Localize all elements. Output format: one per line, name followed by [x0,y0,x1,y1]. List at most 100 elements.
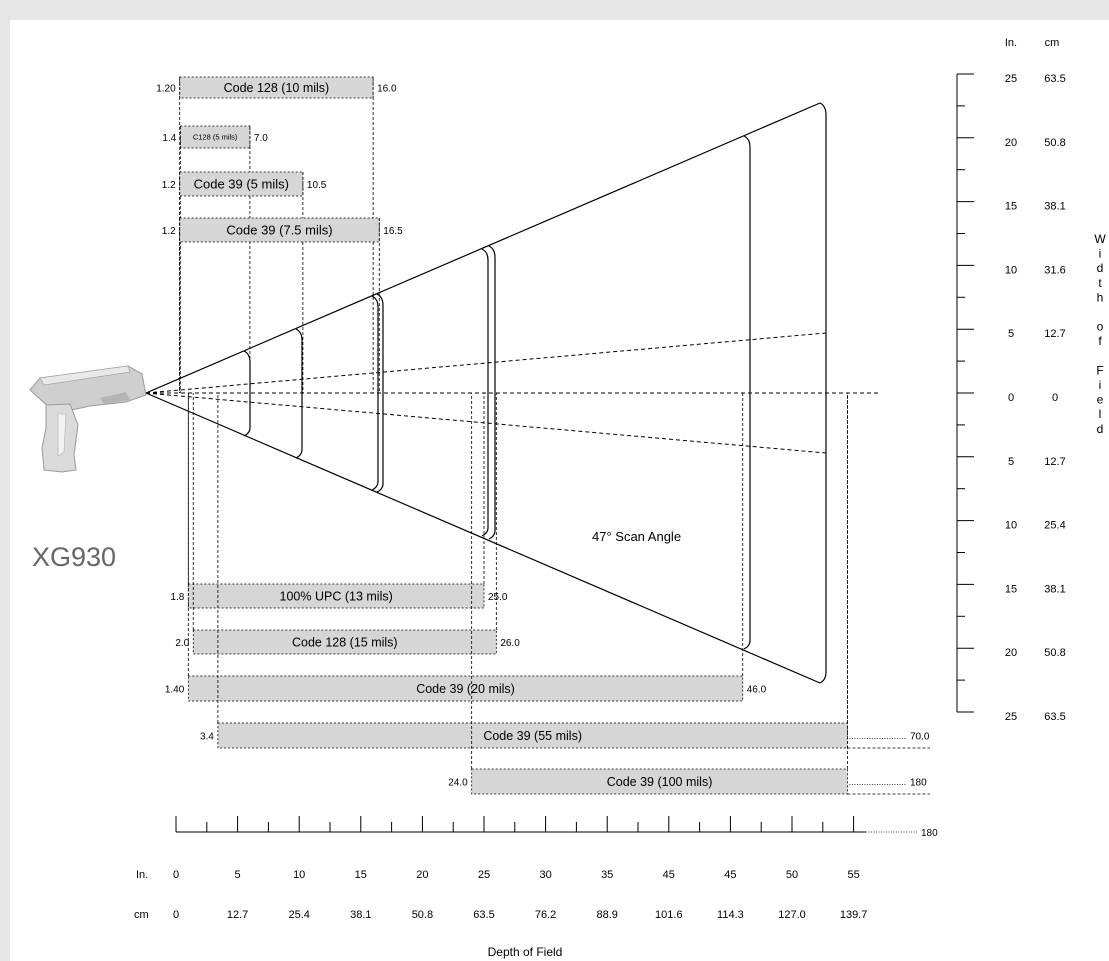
far-value: 16.0 [377,84,397,95]
scan-angle-label: 47° Scan Angle [592,529,681,544]
near-value: 24.0 [448,778,468,789]
depth-cm-tick-label: 101.6 [655,909,683,921]
width-cm-tick-label: 12.7 [1044,456,1065,468]
width-cm-tick-label: 38.1 [1044,583,1065,595]
range-arc-5 [481,248,489,537]
device-label: XG930 [32,542,116,572]
barcode-range-3: Code 39 (5 mils) 1.2 10.5 [162,171,327,393]
width-in-header: In. [1005,37,1017,49]
range-bar-outline [471,768,848,795]
range-arc-6 [488,245,496,540]
range-bar [179,172,303,196]
range-label: Code 128 (15 mils) [292,636,398,650]
far-value: 180 [910,778,927,789]
near-value: 1.4 [162,133,176,144]
width-in-tick-label: 15 [1005,201,1017,213]
white-panel [10,20,1109,961]
range-label: Code 128 (10 mils) [224,81,330,95]
width-cm-tick-label: 50.8 [1044,647,1065,659]
width-cm-tick-label: 31.6 [1044,264,1065,276]
width-cm-tick-label: 12.7 [1044,328,1065,340]
width-in-tick-label: 10 [1005,520,1017,532]
depth-in-tick-label: 30 [539,869,551,881]
depth-in-tick-label: 10 [293,869,305,881]
range-label: Code 39 (7.5 mils) [226,223,332,238]
range-label: Code 39 (20 mils) [416,682,515,696]
range-bar-outline [217,722,848,749]
depth-in-tick-label: 45 [724,869,736,881]
barcode-range-6: Code 128 (15 mils) 2.0 26.0 [175,393,520,655]
width-in-tick-label: 5 [1008,456,1014,468]
depth-in-tick-label: 15 [355,869,367,881]
barcode-range-7: Code 39 (20 mils) 1.40 46.0 [165,393,767,702]
near-value: 1.40 [165,685,185,696]
range-bar [180,126,250,148]
far-value: 10.5 [307,180,327,191]
range-arc-1 [243,350,251,437]
barcode-range-2: C128 (5 mils) 1.4 7.0 [162,125,268,393]
depth-in-tick-label: 5 [235,869,241,881]
width-of-field-axis: In. cm 25 20 15 10 5 0 5 10 15 20 25 63.5 50.8 38.1 31.6… [956,37,1106,723]
range-bar [188,676,743,701]
depth-in-tick-label: 50 [786,869,798,881]
range-label: C128 (5 mils) [193,133,238,142]
depth-cm-tick-label: 88.9 [596,909,617,921]
depth-cm-tick-label: 63.5 [473,909,494,921]
depth-cm-tick-label: 38.1 [350,909,371,921]
range-bar-outline [179,171,304,197]
far-value: 16.5 [383,226,403,237]
far-value: 46.0 [747,685,767,696]
barcode-ranges: Code 128 (10 mils) 1.20 16.0 C128 (5 mils) 1… [156,76,930,795]
depth-in-tick-label: 55 [847,869,859,881]
width-in-tick-label: 25 [1005,73,1017,85]
width-cm-tick-label: 0 [1052,392,1058,404]
depth-extension-label: 180 [921,828,938,839]
depth-cm-tick-label: 0 [173,909,179,921]
width-cm-header: cm [1045,37,1060,49]
far-value: 70.0 [910,732,930,743]
near-value: 1.20 [156,84,176,95]
barcode-range-5: 100% UPC (13 mils) 1.8 25.0 [170,393,508,609]
range-arc-7 [743,135,751,650]
depth-cm-tick-label: 114.3 [717,909,744,921]
depth-cm-tick-label: 127.0 [778,909,806,921]
depth-in-tick-label: 25 [478,869,490,881]
width-cm-tick-label: 38.1 [1044,201,1065,213]
width-in-tick-label: 15 [1005,583,1017,595]
range-bar [471,769,848,794]
range-bar [179,218,380,242]
depth-in-tick-label: 0 [173,869,179,881]
far-value: 26.0 [500,638,520,649]
range-bar [179,77,374,98]
near-value: 1.2 [162,180,176,191]
far-value: 25.0 [488,592,508,603]
width-in-tick-label: 5 [1008,328,1014,340]
range-bar [188,584,484,608]
width-in-tick-label: 20 [1005,137,1017,149]
depth-cm-unit: cm [134,909,149,921]
near-value: 1.8 [170,592,184,603]
range-label: 100% UPC (13 mils) [280,590,393,604]
width-cm-tick-label: 25.4 [1044,520,1065,532]
depth-in-tick-label: 35 [601,869,613,881]
width-cm-tick-label: 63.5 [1044,711,1065,723]
barcode-range-4: Code 39 (7.5 mils) 1.2 16.5 [162,217,403,393]
depth-in-tick-label: 20 [416,869,428,881]
far-value: 7.0 [254,133,268,144]
range-bar [217,723,848,748]
range-label: Code 39 (5 mils) [194,177,289,192]
depth-cm-tick-label: 12.7 [227,909,248,921]
barcode-range-8: Code 39 (55 mils) 3.4 70.0 [200,393,930,749]
near-value: 2.0 [175,638,189,649]
barcode-range-1: Code 128 (10 mils) 1.20 16.0 [156,76,397,393]
range-label: Code 39 (100 mils) [607,775,713,789]
range-arc-2 [295,328,303,459]
depth-cm-tick-label: 76.2 [535,909,556,921]
width-in-tick-label: 0 [1008,392,1014,404]
near-value: 1.2 [162,226,176,237]
scanner-device-icon [29,365,147,473]
width-in-tick-label: 20 [1005,647,1017,659]
depth-in-tick-label: 45 [663,869,675,881]
range-bar-outline [179,76,374,99]
